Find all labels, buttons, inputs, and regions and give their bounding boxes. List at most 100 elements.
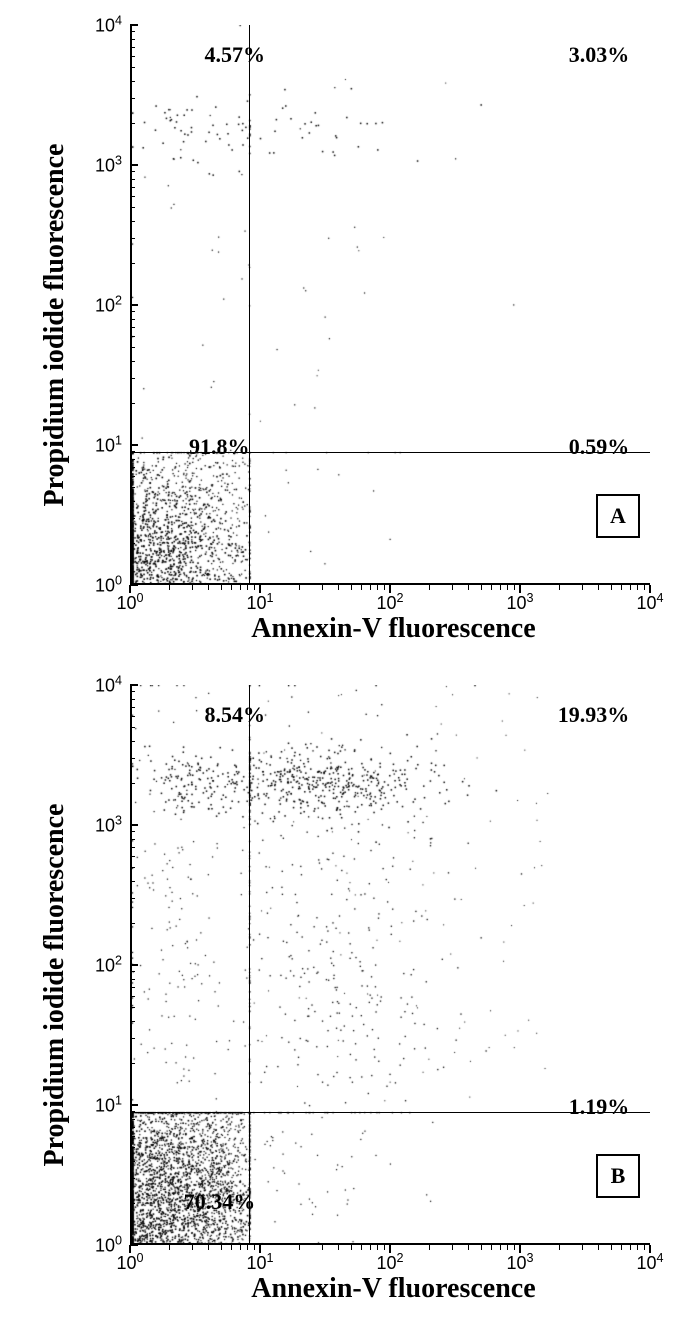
y-tick-minor <box>130 47 135 48</box>
y-tick-minor <box>130 839 135 840</box>
y-tick-minor <box>130 123 135 124</box>
x-tick-minor <box>221 1245 222 1250</box>
y-tick-minor <box>130 238 135 239</box>
quadrant-ll-label: 70.34% <box>184 1189 256 1215</box>
x-tick-minor <box>598 585 599 590</box>
y-tick-minor <box>130 847 135 848</box>
x-tick-minor <box>299 585 300 590</box>
y-axis-label: Propidium iodide fluorescence <box>39 804 71 1167</box>
x-tick-minor <box>429 1245 430 1250</box>
y-tick <box>130 444 138 446</box>
x-tick-minor <box>514 1245 515 1250</box>
x-tick-minor <box>621 585 622 590</box>
x-tick-minor <box>384 585 385 590</box>
y-tick-minor <box>130 451 135 452</box>
x-tick-minor <box>582 1245 583 1250</box>
x-tick-minor <box>240 1245 241 1250</box>
x-tick-minor <box>240 585 241 590</box>
y-tick-minor <box>130 311 135 312</box>
y-tick-minor <box>130 476 135 477</box>
y-tick-label: 100 <box>95 1234 122 1257</box>
x-tick-minor <box>630 1245 631 1250</box>
y-tick-minor <box>130 1038 135 1039</box>
y-tick <box>130 824 138 826</box>
y-tick-minor <box>130 187 135 188</box>
y-tick-minor <box>130 361 135 362</box>
y-tick-minor <box>130 691 135 692</box>
x-tick-minor <box>452 585 453 590</box>
y-tick-minor <box>130 221 135 222</box>
x-tick-minor <box>169 1245 170 1250</box>
x-tick-minor <box>338 1245 339 1250</box>
y-tick <box>130 304 138 306</box>
y-tick-minor <box>130 831 135 832</box>
y-tick-minor <box>130 378 135 379</box>
quadrant-lr-label: 1.19% <box>569 1094 630 1120</box>
y-tick-minor <box>130 758 135 759</box>
y-tick-minor <box>130 327 135 328</box>
y-tick-minor <box>130 67 135 68</box>
y-tick-minor <box>130 487 135 488</box>
x-tick-minor <box>500 1245 501 1250</box>
y-tick-minor <box>130 1063 135 1064</box>
x-tick-minor <box>491 585 492 590</box>
x-tick-label: 102 <box>376 1251 403 1274</box>
y-tick-minor <box>130 196 135 197</box>
x-tick-minor <box>630 585 631 590</box>
quadrant-ur-label: 3.03% <box>569 42 630 68</box>
x-tick-minor <box>611 585 612 590</box>
x-tick-minor <box>254 585 255 590</box>
y-tick <box>130 164 138 166</box>
y-tick-minor <box>130 923 135 924</box>
panel-a: Propidium iodide fluorescence 4.57% 3.03… <box>60 5 670 645</box>
y-tick-minor <box>130 987 135 988</box>
x-tick-label: 104 <box>636 591 663 614</box>
y-tick <box>130 1244 138 1246</box>
y-tick-minor <box>130 1127 135 1128</box>
x-tick-minor <box>491 1245 492 1250</box>
x-tick-minor <box>247 585 248 590</box>
y-tick <box>130 684 138 686</box>
panel-b: Propidium iodide fluorescence 8.54% 19.9… <box>60 665 670 1305</box>
y-tick-minor <box>130 699 135 700</box>
y-tick <box>130 24 138 26</box>
x-tick-minor <box>598 1245 599 1250</box>
plot-a-area: 4.57% 3.03% 91.8% 0.59% A <box>130 25 650 585</box>
x-tick-minor <box>481 1245 482 1250</box>
x-tick-minor <box>507 1245 508 1250</box>
y-tick-minor <box>130 347 135 348</box>
y-tick-minor <box>130 898 135 899</box>
x-axis-label: Annexin-V fluorescence <box>251 613 535 645</box>
x-tick-minor <box>559 585 560 590</box>
y-tick-minor <box>130 783 135 784</box>
x-tick-minor <box>429 585 430 590</box>
x-tick-minor <box>637 1245 638 1250</box>
x-tick-minor <box>514 585 515 590</box>
x-tick-minor <box>644 1245 645 1250</box>
x-tick-minor <box>351 585 352 590</box>
y-tick-minor <box>130 39 135 40</box>
gate-vertical-a <box>249 25 250 583</box>
y-tick <box>130 964 138 966</box>
plot-a-wrap: 4.57% 3.03% 91.8% 0.59% A 10010110210310… <box>130 25 650 585</box>
x-tick-minor <box>221 585 222 590</box>
y-tick-minor <box>130 459 135 460</box>
x-tick-minor <box>208 1245 209 1250</box>
y-tick-minor <box>130 856 135 857</box>
x-tick-minor <box>361 1245 362 1250</box>
scatter-canvas-a <box>132 25 650 585</box>
y-tick-minor <box>130 518 135 519</box>
gate-vertical-b <box>249 685 250 1243</box>
y-tick-minor <box>130 867 135 868</box>
x-tick-label: 102 <box>376 591 403 614</box>
x-tick-label: 101 <box>246 1251 273 1274</box>
x-tick-minor <box>247 1245 248 1250</box>
panel-letter-b: B <box>596 1154 640 1198</box>
y-tick-minor <box>130 319 135 320</box>
x-axis-label: Annexin-V fluorescence <box>251 1273 535 1305</box>
x-tick-minor <box>481 585 482 590</box>
quadrant-lr-label: 0.59% <box>569 434 630 460</box>
x-tick-minor <box>500 585 501 590</box>
y-tick-minor <box>130 971 135 972</box>
y-tick-label: 100 <box>95 574 122 597</box>
